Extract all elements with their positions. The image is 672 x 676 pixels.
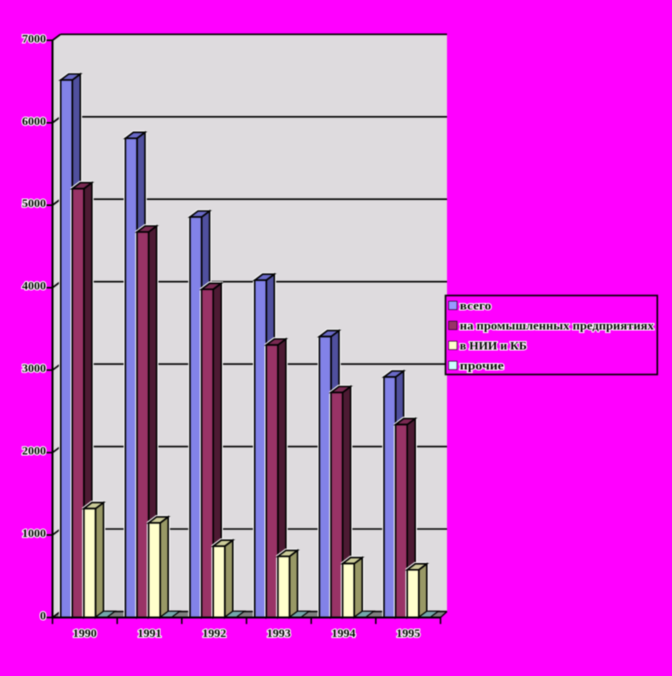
svg-text:5000: 5000 bbox=[22, 196, 46, 210]
svg-text:1992: 1992 bbox=[202, 626, 226, 640]
svg-text:1995: 1995 bbox=[396, 626, 420, 640]
svg-text:3000: 3000 bbox=[22, 361, 46, 375]
svg-text:2000: 2000 bbox=[22, 444, 46, 458]
svg-text:в НИИ и КБ: в НИИ и КБ bbox=[460, 339, 527, 353]
svg-text:1991: 1991 bbox=[138, 626, 162, 640]
svg-text:всего: всего bbox=[460, 299, 492, 313]
svg-text:на промышленных предприятиях: на промышленных предприятиях bbox=[460, 319, 654, 333]
svg-text:1000: 1000 bbox=[22, 526, 46, 540]
svg-text:7000: 7000 bbox=[22, 31, 46, 45]
svg-text:прочие: прочие bbox=[460, 359, 505, 373]
svg-text:1993: 1993 bbox=[267, 626, 291, 640]
svg-text:1990: 1990 bbox=[73, 626, 97, 640]
svg-text:0: 0 bbox=[40, 609, 46, 623]
svg-text:1994: 1994 bbox=[332, 626, 356, 640]
svg-text:6000: 6000 bbox=[22, 114, 46, 128]
svg-text:4000: 4000 bbox=[22, 279, 46, 293]
